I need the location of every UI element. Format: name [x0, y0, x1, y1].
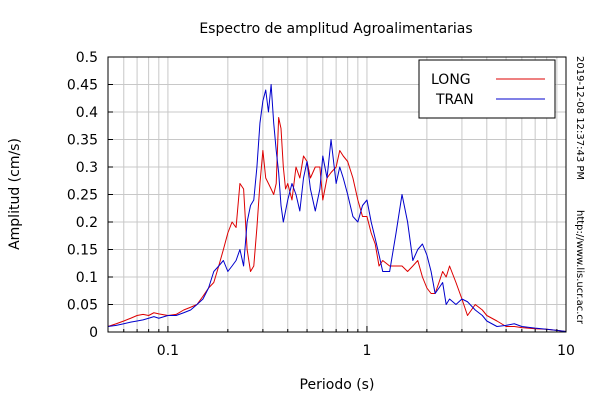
y-tick-label: 0.1	[76, 270, 98, 286]
x-tick-label: 10	[557, 343, 575, 359]
legend: LONG TRAN	[418, 59, 556, 119]
y-tick-label: 0.45	[67, 78, 98, 94]
x-tick-label: 1	[362, 343, 371, 359]
legend-label-long: LONG	[431, 72, 471, 88]
timestamp-note: 2019-12-08 12:37:43 PM	[574, 56, 585, 180]
y-tick-label: 0.2	[76, 215, 98, 231]
x-tick-label: 0.1	[157, 343, 179, 359]
tick-layer: 0 0.05 0.1 0.15 0.2 0.25 0.3 0.35 0.4 0.45 0.5 0.1 1…	[67, 50, 575, 359]
y-tick-label: 0.3	[76, 160, 98, 176]
grid	[108, 57, 566, 332]
series-layer	[107, 84, 567, 332]
chart-title: Espectro de amplitud Agroalimentarias	[199, 21, 472, 37]
series-line-long	[107, 117, 567, 332]
series-line-tran	[107, 84, 567, 332]
legend-label-tran: TRAN	[435, 92, 474, 108]
y-tick-label: 0.5	[76, 50, 98, 66]
y-tick-label: 0.25	[67, 188, 98, 204]
y-tick-label: 0.35	[67, 133, 98, 149]
y-tick-label: 0	[89, 325, 98, 341]
source-url-note: http://www.lis.ucr.ac.cr	[574, 210, 585, 325]
y-axis-title: Amplitud (cm/s)	[7, 138, 23, 250]
y-tick-label: 0.05	[67, 298, 98, 314]
plot-frame	[107, 56, 567, 333]
legend-box	[418, 59, 556, 119]
y-tick-label: 0.15	[67, 243, 98, 259]
x-axis-title: Periodo (s)	[300, 377, 375, 393]
y-tick-label: 0.4	[76, 105, 98, 121]
